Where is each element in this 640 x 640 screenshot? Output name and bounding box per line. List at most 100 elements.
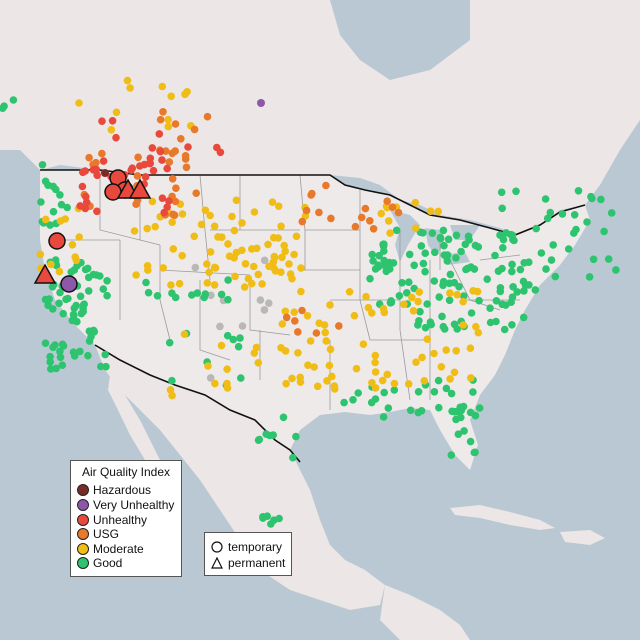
unhealthy-marker <box>155 130 164 138</box>
good-marker <box>464 232 473 241</box>
moderate-marker <box>203 279 212 287</box>
country-border-line <box>40 169 586 236</box>
good-marker <box>454 430 463 439</box>
moderate-marker <box>248 279 256 288</box>
unhealthy-marker <box>82 192 90 201</box>
good-marker <box>519 313 528 322</box>
good-marker <box>508 321 516 329</box>
moderate-marker <box>306 337 315 345</box>
good-marker <box>37 198 45 206</box>
usg-marker <box>159 108 167 116</box>
aqi-legend: Air Quality Index Hazardous Very Unhealt… <box>70 460 182 577</box>
shape-legend-permanent: permanent <box>211 556 285 570</box>
moderate-marker <box>223 379 231 388</box>
good-marker <box>72 301 80 310</box>
moderate-marker <box>178 251 186 260</box>
moderate-marker <box>437 363 446 371</box>
moderate-marker <box>325 361 334 370</box>
unhealthy-marker <box>165 197 173 205</box>
moderate-marker <box>452 347 461 355</box>
very-unhealthy-marker <box>257 99 265 107</box>
moderate-marker <box>132 271 140 279</box>
moderate-marker <box>217 341 226 350</box>
moderate-marker <box>230 226 239 235</box>
good-marker <box>509 283 517 291</box>
good-marker <box>259 513 267 521</box>
usg-marker <box>327 214 335 223</box>
good-marker <box>516 265 525 274</box>
good-marker <box>44 301 52 310</box>
good-marker <box>406 406 415 415</box>
usg-marker <box>98 149 106 158</box>
good-marker <box>375 251 383 260</box>
good-marker <box>349 396 357 404</box>
moderate-marker <box>250 208 259 216</box>
good-marker <box>79 307 87 316</box>
usg-marker <box>302 206 311 215</box>
good-marker <box>153 292 162 300</box>
good-marker <box>564 245 573 253</box>
moderate-marker <box>164 122 173 131</box>
good-marker <box>236 334 244 342</box>
unhealthy-marker <box>158 194 167 202</box>
usg-marker <box>315 208 323 217</box>
good-marker <box>607 209 616 217</box>
permanent-monitor-marker <box>33 263 57 284</box>
moderate-marker <box>168 391 176 400</box>
good-marker <box>70 352 79 360</box>
good-marker <box>374 261 383 270</box>
good-marker <box>452 231 461 240</box>
good-marker <box>69 310 78 319</box>
cuba <box>450 505 555 530</box>
moderate-marker <box>323 377 331 385</box>
no-data-marker <box>260 256 269 265</box>
unhealthy-marker <box>156 147 165 156</box>
moderate-marker <box>378 376 387 385</box>
good-marker <box>103 291 111 300</box>
good-marker <box>551 272 560 281</box>
moderate-marker <box>434 207 443 216</box>
permanent-monitor-marker <box>128 178 152 199</box>
moderate-marker <box>352 364 361 373</box>
good-marker <box>165 338 174 347</box>
moderate-marker <box>409 307 418 315</box>
moderate-marker <box>201 206 210 215</box>
legend-item-moderate: Moderate <box>77 542 144 556</box>
good-marker <box>466 437 475 446</box>
moderate-marker <box>304 361 312 370</box>
moderate-marker <box>400 300 408 309</box>
moderate-marker <box>412 358 420 367</box>
unhealthy-marker <box>78 182 87 191</box>
good-marker <box>588 194 596 203</box>
good-marker <box>450 320 459 329</box>
legend-title: Air Quality Index <box>81 465 171 479</box>
legend-item-unhealthy: Unhealthy <box>77 513 147 527</box>
good-marker <box>438 312 446 321</box>
state-border-line <box>249 275 291 336</box>
good-marker <box>68 316 77 325</box>
good-marker <box>269 431 278 439</box>
moderate-marker <box>158 82 167 91</box>
good-marker <box>457 413 465 422</box>
good-marker <box>142 278 150 287</box>
moderate-marker <box>205 268 213 277</box>
good-marker <box>585 273 594 281</box>
no-data-marker <box>238 322 247 330</box>
good-marker <box>417 242 426 250</box>
moderate-marker <box>466 344 475 353</box>
moderate-marker <box>286 270 295 278</box>
state-border-line <box>159 245 171 341</box>
good-marker <box>229 335 238 344</box>
usg-marker <box>369 225 378 233</box>
good-marker <box>547 256 556 264</box>
usg-marker <box>190 125 199 134</box>
unhealthy-marker <box>79 168 87 177</box>
no-data-marker <box>206 374 215 382</box>
good-marker <box>419 229 427 237</box>
moderate-marker <box>426 207 435 215</box>
good-marker <box>63 203 71 212</box>
unhealthy-marker <box>149 166 158 175</box>
usg-marker <box>388 203 397 211</box>
hazardous-dot-icon <box>77 484 89 496</box>
unhealthy-marker <box>93 171 101 180</box>
